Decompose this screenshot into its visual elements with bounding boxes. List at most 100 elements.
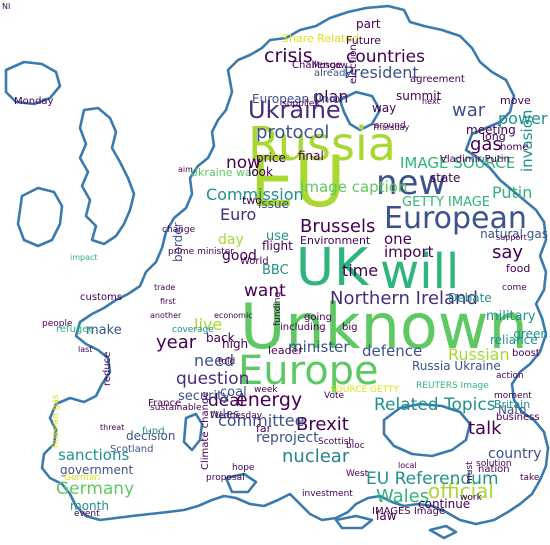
cloud-word: agreement <box>410 74 465 85</box>
cloud-word: talk <box>468 418 502 439</box>
cloud-word: Ukraine war <box>190 166 257 179</box>
cloud-word: Challenge <box>292 60 342 71</box>
cloud-word: green <box>513 327 548 341</box>
iceland-outline <box>4 60 62 106</box>
cloud-word: use <box>266 229 289 244</box>
cloud-word: say <box>492 242 523 263</box>
cloud-word: hope <box>232 463 255 473</box>
cloud-word: coal <box>220 385 247 400</box>
cloud-word: law <box>376 509 397 523</box>
cloud-word: plan <box>314 87 349 106</box>
cloud-word: state <box>430 171 460 185</box>
cloud-word: new <box>376 163 446 203</box>
cloud-word: BBC <box>262 263 289 278</box>
cloud-word: want <box>244 281 286 301</box>
cloud-word: nuclear <box>282 446 350 467</box>
cloud-word: Moscow <box>312 61 348 71</box>
cloud-word: fund <box>142 426 165 437</box>
cloud-word: crisis <box>264 45 313 67</box>
cloud-word: economic <box>214 311 253 320</box>
cloud-word: flight <box>262 239 293 253</box>
cloud-word: back <box>206 331 235 345</box>
cloud-word: Nato <box>498 403 526 417</box>
cloud-word: bloc <box>346 441 365 451</box>
cloud-word: defence <box>362 342 422 360</box>
cloud-word: time <box>342 261 378 280</box>
cloud-word: trade <box>154 283 175 292</box>
island-outline-1 <box>182 412 204 452</box>
cloud-word: natural gas <box>480 227 548 241</box>
cloud-word: far <box>256 422 272 435</box>
cloud-word: people <box>42 319 73 329</box>
cloud-word: coverage <box>172 325 214 335</box>
cloud-word: reduce <box>102 352 113 386</box>
cloud-word: prime minister <box>168 247 234 257</box>
cloud-word: Related Topics <box>374 395 496 415</box>
cloud-word: first <box>160 297 176 306</box>
cloud-word: Scottish <box>318 437 354 447</box>
island-outline-2 <box>224 472 258 494</box>
cloud-word: proposal <box>206 473 245 483</box>
island-outline-3 <box>334 514 374 530</box>
cloud-word: big <box>342 322 357 333</box>
cloud-word: Environment <box>300 234 371 247</box>
cloud-word: next <box>422 97 440 106</box>
cloud-word: German <box>64 473 100 483</box>
cloud-word: decision <box>126 429 175 443</box>
cloud-word: Russia Ukraine <box>412 359 501 373</box>
britain-outline <box>78 106 136 246</box>
cloud-word: Image caption <box>300 178 407 196</box>
cloud-word: two <box>242 194 262 207</box>
cloud-word: around <box>374 121 406 131</box>
cloud-word: Brexit <box>296 414 349 435</box>
cloud-word: local <box>398 461 417 470</box>
cloud-word: event <box>74 509 100 519</box>
cloud-word: Thursday <box>371 123 409 132</box>
cloud-word: high <box>222 337 248 351</box>
cloud-word: European <box>384 201 527 236</box>
cloud-word: reliance <box>490 333 538 347</box>
cloud-word: Future <box>346 34 381 47</box>
cloud-word: boost <box>512 348 540 359</box>
cloud-word: continue <box>418 497 470 511</box>
cloud-word: price <box>256 151 286 165</box>
cloud-word: country <box>488 446 542 462</box>
cloud-word: Russia <box>248 117 396 171</box>
cloud-word: REUTERS Image <box>416 381 489 391</box>
cloud-word: sanctions <box>58 446 129 464</box>
cloud-word: France <box>148 398 181 409</box>
cloud-word: must <box>465 461 475 484</box>
cloud-word: home <box>500 142 528 153</box>
cloud-word: including <box>280 322 326 333</box>
cloud-word: official <box>428 479 494 503</box>
cloud-word: Germany <box>56 479 134 499</box>
cloud-word: Ukraine <box>248 96 341 124</box>
cloud-word: now <box>226 153 261 173</box>
cloud-word: war <box>452 100 486 121</box>
cloud-word: SOURCE GETTY <box>330 385 400 395</box>
cloud-word: UK <box>296 238 370 298</box>
cloud-word: European Union <box>252 92 348 106</box>
cloud-word: Climate change <box>200 392 211 470</box>
cloud-word: come <box>502 283 527 293</box>
cloud-word: already <box>314 68 351 79</box>
cloud-word: IMAGE SOURCE <box>400 154 515 172</box>
cloud-word: Scotland <box>110 444 153 455</box>
cloud-word: GETTY IMAGE <box>402 195 490 210</box>
cloud-word: sustainable <box>150 403 202 413</box>
cloud-word: gas <box>470 134 502 155</box>
cloud-word: summit <box>396 89 442 103</box>
cloud-word: week <box>254 385 278 395</box>
cloud-word: action <box>496 371 524 381</box>
cloud-word: IMAGES Image <box>372 506 445 517</box>
cloud-word: security <box>178 389 230 404</box>
cloud-word: customs <box>80 292 122 303</box>
cloud-word: way <box>372 101 396 115</box>
cloud-word: deal <box>208 391 244 411</box>
cloud-word: Vote <box>324 391 344 401</box>
island-outline-4 <box>428 524 458 540</box>
cloud-word: take <box>520 473 540 483</box>
cloud-word: reproject <box>256 430 319 446</box>
